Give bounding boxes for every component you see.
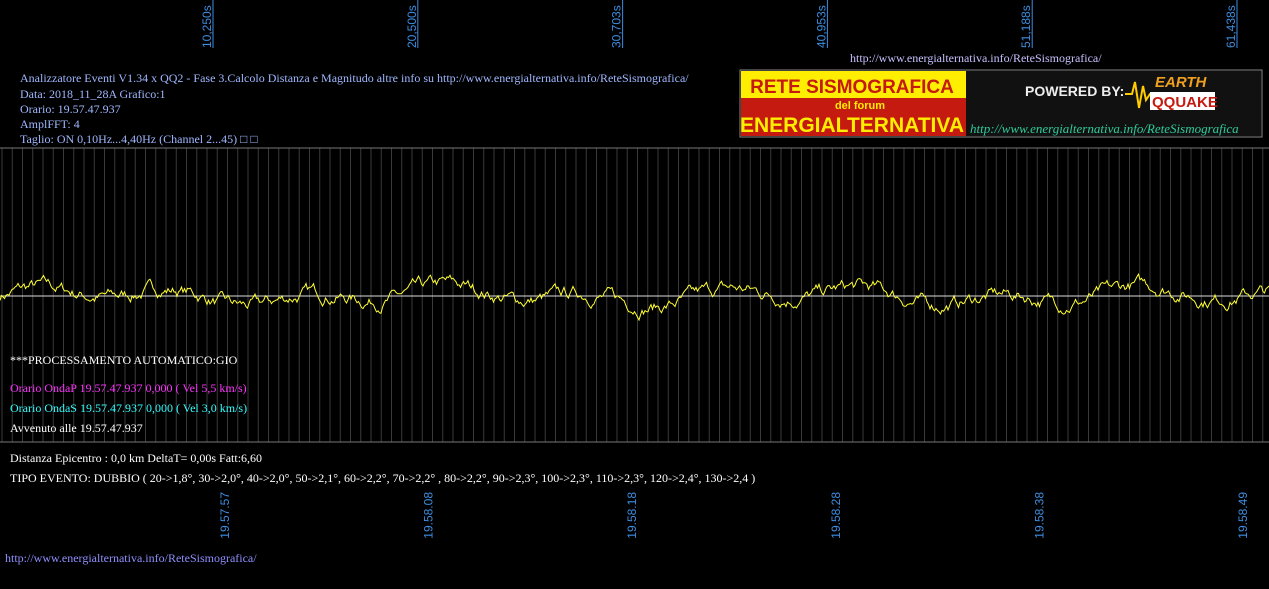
logo-title: RETE SISMOGRAFICA — [750, 77, 954, 98]
tipo-evento: TIPO EVENTO: DUBBIO ( 20->1,8°, 30->2,0°… — [10, 471, 755, 485]
grid — [1, 148, 1264, 442]
header-url: http://www.energialternativa.info/ReteSi… — [850, 51, 1102, 65]
logo-name: ENERGIALTERNATIVA — [740, 114, 964, 137]
bottom-tick-label: 19.58.49 — [1236, 492, 1250, 539]
bottom-tick-label: 19.58.28 — [829, 492, 843, 539]
logo-quake-bg — [1150, 92, 1215, 110]
logo-url: http://www.energialternativa.info/ReteSi… — [970, 121, 1239, 136]
top-tick-label: 51,188s — [1019, 5, 1033, 48]
top-tick-label: 30,703s — [610, 5, 624, 48]
top-axis: 10,250s 20,500s 30,703s 40,953s 51,188s 61,43… — [200, 0, 1238, 48]
processing: ***PROCESSAMENTO AUTOMATICO:GIO — [10, 353, 238, 367]
info-line: AmplFFT: 4 — [20, 117, 80, 131]
logo-quake: QQUAKE — [1152, 94, 1218, 111]
logo-band — [741, 71, 966, 98]
top-tick-label: 40,953s — [814, 5, 828, 48]
footer-url: http://www.energialternativa.info/ReteSi… — [5, 551, 257, 565]
logo-powered: POWERED BY: — [1025, 83, 1124, 99]
info-line: Data: 2018_11_28A Grafico:1 — [20, 87, 166, 101]
top-tick-label: 20,500s — [405, 5, 419, 48]
bottom-tick-label: 19.58.08 — [422, 492, 436, 539]
onda-p: Orario OndaP 19.57.47.937 0,000 ( Vel 5,… — [10, 381, 247, 395]
bottom-tick-label: 19.58.38 — [1032, 492, 1046, 539]
info-line: Orario: 19.57.47.937 — [20, 102, 121, 116]
top-tick-label: 10,250s — [200, 5, 214, 48]
logo-icon — [1125, 81, 1158, 109]
logo-sub: del forum — [835, 100, 885, 112]
bottom-tick-label: 19.58.18 — [625, 492, 639, 539]
avvenuto: Avvenuto alle 19.57.47.937 — [10, 421, 143, 435]
bottom-tick-label: 19.57.57 — [218, 492, 232, 539]
info-line: Taglio: ON 0,10Hz...4,40Hz (Channel 2...… — [20, 132, 258, 146]
logo: RETE SISMOGRAFICA del forum ENERGIALTERN… — [739, 69, 1263, 138]
onda-s: Orario OndaS 19.57.47.937 0,000 ( Vel 3,… — [10, 401, 247, 415]
top-tick-label: 61,438s — [1224, 5, 1238, 48]
bottom-axis: 19.57.57 19.58.08 19.58.18 19.58.28 19.58.38… — [218, 492, 1250, 539]
logo-earth: EARTH — [1155, 74, 1208, 91]
logo-band — [741, 98, 966, 136]
waveform — [0, 272, 1269, 322]
info-line: Analizzatore Eventi V1.34 x QQ2 - Fase 3… — [20, 71, 689, 85]
distanza: Distanza Epicentro : 0,0 km DeltaT= 0,00… — [10, 451, 262, 465]
